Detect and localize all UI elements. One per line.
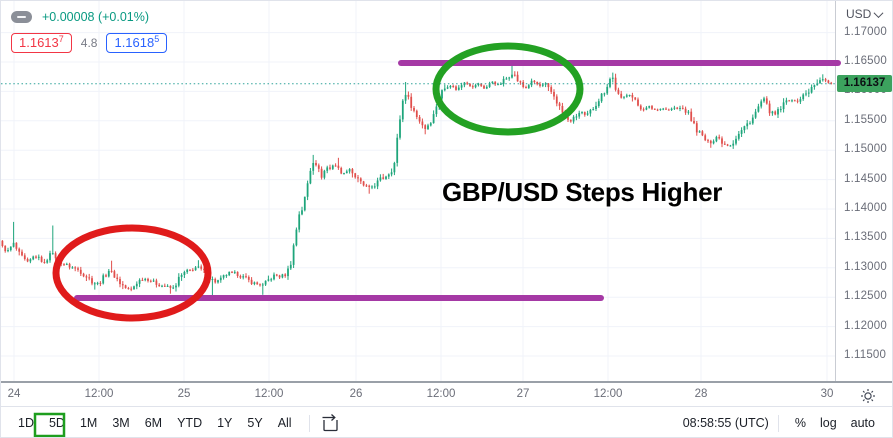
time-axis-label: 27	[516, 388, 530, 400]
price-axis-label: 1.12000	[844, 319, 887, 332]
range-button-all[interactable]: All	[277, 416, 292, 430]
range-button-1y[interactable]: 1Y	[217, 416, 233, 430]
bid-price-sup: 7	[58, 34, 64, 44]
price-axis[interactable]: USD 1.16137 1.170001.165001.160001.15500…	[836, 1, 892, 381]
price-axis-label: 1.16500	[844, 55, 887, 67]
range-button-1d[interactable]: 1D	[18, 416, 34, 430]
price-axis-border	[835, 1, 836, 406]
price-change-text: +0.00008 (+0.01%)	[42, 10, 150, 24]
time-axis-label: 30	[820, 388, 834, 400]
legend-quote-row: 1.1613 7 4.8 1.1618 5	[11, 33, 168, 53]
time-axis-label: 12:00	[84, 388, 114, 400]
candlestick-chart	[1, 1, 835, 381]
time-axis-label: 25	[177, 388, 191, 400]
price-axis-label: 1.13000	[844, 260, 887, 273]
price-axis-label: 1.12500	[844, 290, 887, 303]
chart-settings-button[interactable]	[849, 386, 887, 405]
range-button-ytd[interactable]: YTD	[177, 416, 203, 430]
range-button-6m[interactable]: 6M	[144, 416, 163, 430]
price-axis-label: 1.14500	[844, 172, 887, 185]
scale-button-log[interactable]: log	[819, 416, 837, 430]
range-button-5y[interactable]: 5Y	[247, 416, 263, 430]
price-axis-label: 1.15500	[844, 113, 887, 126]
spread-value: 4.8	[80, 36, 98, 50]
minus-icon[interactable]	[11, 11, 32, 23]
calendar-arrow-icon	[322, 414, 338, 432]
time-axis[interactable]: 24 12:00 25 12:00 26 12:00 27 12:00 28 30	[1, 381, 892, 406]
price-axis-label: 1.15000	[844, 143, 887, 156]
ask-price-sup: 5	[154, 34, 160, 44]
bid-price-button[interactable]: 1.1613 7	[11, 33, 72, 53]
chart-canvas[interactable]	[1, 1, 835, 381]
toolbar-divider	[777, 414, 779, 432]
toolbar-divider	[308, 414, 310, 432]
currency-unit-dropdown[interactable]: USD	[846, 7, 884, 21]
clock[interactable]: 08:58:55 (UTC)	[682, 416, 769, 430]
ask-price-main: 1.1618	[114, 35, 155, 50]
price-axis-label: 1.11500	[844, 349, 887, 361]
price-axis-label: 1.14000	[844, 202, 887, 214]
time-axis-label: 12:00	[426, 388, 456, 400]
time-axis-label: 12:00	[593, 388, 623, 400]
sun-icon	[861, 388, 875, 403]
range-button-1m[interactable]: 1M	[79, 416, 98, 430]
price-axis-label: 1.17000	[844, 25, 887, 38]
chevron-down-icon	[873, 7, 884, 18]
legend-change-row: +0.00008 (+0.01%)	[11, 8, 167, 26]
scale-button-group: % log auto	[788, 413, 882, 433]
time-axis-label: 12:00	[254, 388, 284, 400]
time-axis-label: 24	[7, 388, 21, 400]
ask-price-button[interactable]: 1.1618 5	[106, 33, 168, 53]
last-price-badge: 1.16137	[837, 74, 892, 92]
bid-price-main: 1.1613	[19, 35, 59, 50]
legend-overlay: +0.00008 (+0.01%) 1.1613 7 4.8 1.1618 5	[11, 8, 168, 53]
bottom-toolbar: 1D 5D 1M 3M 6M YTD 1Y 5Y All 08:58:55 (UTC) % log…	[1, 406, 892, 437]
range-button-group: 1D 5D 1M 3M 6M YTD 1Y 5Y All	[11, 413, 300, 433]
range-button-3m[interactable]: 3M	[112, 416, 130, 430]
scale-button-percent[interactable]: %	[794, 416, 806, 430]
price-axis-label: 1.13500	[844, 231, 887, 244]
go-to-date-button[interactable]	[319, 412, 343, 434]
time-axis-label: 26	[349, 388, 363, 400]
time-axis-label: 28	[694, 388, 708, 400]
range-button-5d[interactable]: 5D	[48, 416, 65, 430]
scale-button-auto[interactable]: auto	[850, 416, 875, 430]
currency-unit-label: USD	[846, 7, 872, 21]
